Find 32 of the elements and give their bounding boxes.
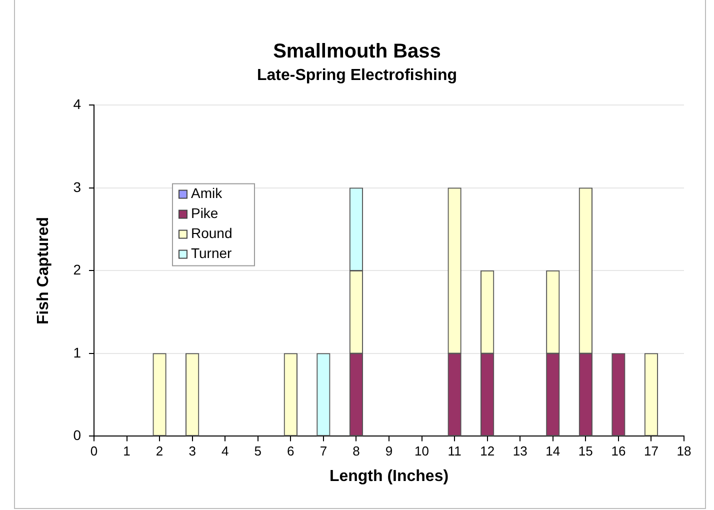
x-tick-label: 1 — [123, 444, 130, 459]
y-tick-label: 0 — [73, 427, 82, 444]
legend-label: Pike — [190, 205, 218, 222]
y-tick-label: 4 — [73, 96, 82, 112]
x-tick-label: 0 — [90, 444, 98, 459]
x-tick-label: 17 — [644, 444, 658, 459]
x-tick-label: 10 — [414, 444, 430, 459]
x-tick-label: 11 — [448, 444, 462, 459]
x-tick-label: 12 — [480, 444, 495, 459]
x-tick-label: 9 — [385, 444, 393, 459]
x-tick-label: 7 — [320, 444, 328, 459]
legend-label: Amik — [190, 185, 224, 202]
y-tick-label: 3 — [73, 178, 82, 195]
x-tick-label: 8 — [352, 444, 360, 459]
legend-label: Turner — [190, 245, 232, 262]
x-tick-label: 15 — [578, 444, 593, 459]
x-tick-label: 5 — [254, 444, 262, 459]
x-tick-label: 18 — [676, 444, 692, 459]
y-axis-title: Fish Captured — [35, 216, 52, 324]
x-tick-label: 14 — [546, 444, 560, 459]
y-tick-label: 1 — [73, 344, 82, 360]
chart-subtitle: Late-Spring Electrofishing — [256, 67, 458, 84]
y-tick-label: 2 — [73, 262, 82, 278]
legend-label: Round — [190, 225, 232, 242]
x-axis-title: Length (Inches) — [329, 468, 449, 485]
x-tick-label: 4 — [221, 444, 229, 459]
x-tick-label: 3 — [188, 444, 196, 459]
chart-title: Smallmouth Bass — [273, 40, 441, 63]
x-tick-label: 6 — [287, 444, 294, 459]
x-tick-label: 16 — [611, 444, 626, 459]
x-tick-label: 2 — [156, 444, 164, 459]
x-tick-label: 13 — [512, 444, 528, 459]
